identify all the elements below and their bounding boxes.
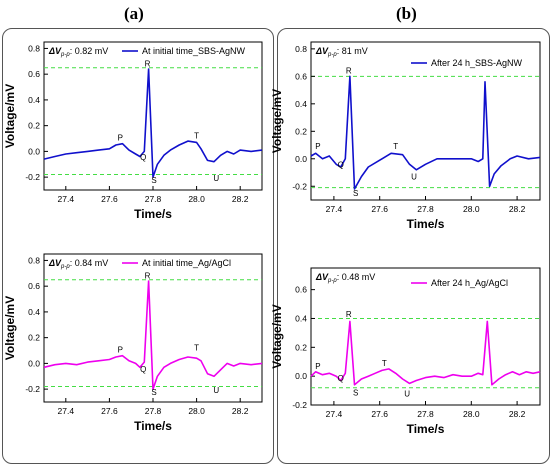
y-tick-label-3-1: 0.0 — [295, 371, 307, 381]
y-axis-label-2: Voltage/mV — [3, 296, 17, 360]
wave-label-p-2: P — [118, 345, 123, 354]
y-tick-label-2-1: 0.0 — [28, 358, 40, 368]
y-tick-label-1-3: 0.4 — [295, 99, 307, 109]
x-axis-label-2: Time/s — [134, 419, 172, 433]
x-tick-label-2-3: 28.0 — [188, 406, 205, 416]
x-tick-label-3-1: 27.6 — [371, 409, 388, 419]
y-tick-label-2-4: 0.6 — [28, 281, 40, 291]
legend-entry-2: At initial time_Ag/AgCl — [142, 258, 231, 268]
wave-label-s-1: S — [353, 189, 358, 198]
y-tick-label-0-1: 0.0 — [28, 146, 40, 156]
y-tick-label-2-3: 0.4 — [28, 307, 40, 317]
series-line-2 — [43, 280, 263, 390]
wave-label-q-1: Q — [338, 161, 344, 170]
y-tick-label-3-0: -0.2 — [292, 400, 307, 410]
vpp-annotation-3: ΔVp-p: 0.48 mV — [315, 272, 375, 284]
y-tick-label-1-2: 0.2 — [295, 126, 307, 136]
y-tick-label-2-0: -0.2 — [25, 384, 40, 394]
group-box-a — [2, 28, 274, 464]
wave-label-r-0: R — [145, 59, 151, 68]
x-tick-label-1-2: 27.8 — [417, 204, 434, 214]
series-line-3 — [310, 320, 541, 386]
vpp-annotation-2: ΔVp-p: 0.84 mV — [48, 258, 108, 270]
legend-entry-1: After 24 h_SBS-AgNW — [431, 58, 523, 68]
x-axis-label-0: Time/s — [134, 207, 172, 221]
wave-label-u-3: U — [404, 389, 410, 398]
y-tick-label-1-1: 0.0 — [295, 154, 307, 164]
wave-label-t-3: T — [382, 359, 387, 368]
x-tick-label-0-4: 28.2 — [232, 194, 249, 204]
y-tick-label-0-2: 0.2 — [28, 121, 40, 131]
y-tick-label-1-4: 0.6 — [295, 71, 307, 81]
x-tick-label-0-2: 27.8 — [145, 194, 162, 204]
x-tick-label-3-3: 28.0 — [463, 409, 480, 419]
y-tick-label-1-0: -0.2 — [292, 181, 307, 191]
x-tick-label-2-0: 27.4 — [58, 406, 75, 416]
x-tick-label-1-1: 27.6 — [371, 204, 388, 214]
y-axis-label-1: Voltage/mV — [270, 89, 284, 153]
y-tick-label-0-3: 0.4 — [28, 95, 40, 105]
x-tick-label-3-4: 28.2 — [509, 409, 526, 419]
x-tick-label-1-4: 28.2 — [509, 204, 526, 214]
x-tick-label-1-0: 27.4 — [326, 204, 343, 214]
y-tick-label-2-2: 0.2 — [28, 333, 40, 343]
y-tick-label-1-5: 0.8 — [295, 44, 307, 54]
legend-entry-0: At initial time_SBS-AgNW — [142, 46, 246, 56]
wave-label-q-0: Q — [140, 153, 146, 162]
y-tick-label-3-4: 0.6 — [295, 285, 307, 295]
wave-label-r-3: R — [346, 310, 352, 319]
x-tick-label-2-4: 28.2 — [232, 406, 249, 416]
x-tick-label-1-3: 28.0 — [463, 204, 480, 214]
vpp-annotation-0: ΔVp-p: 0.82 mV — [48, 46, 108, 58]
wave-label-u-2: U — [213, 386, 219, 395]
wave-label-p-1: P — [315, 142, 320, 151]
x-tick-label-0-0: 27.4 — [58, 194, 75, 204]
wave-label-p-0: P — [118, 133, 123, 142]
y-tick-label-2-5: 0.8 — [28, 255, 40, 265]
wave-label-s-2: S — [151, 388, 156, 397]
wave-label-s-3: S — [353, 389, 358, 398]
wave-label-q-2: Q — [140, 365, 146, 374]
x-tick-label-2-2: 27.8 — [145, 406, 162, 416]
y-tick-label-0-4: 0.6 — [28, 69, 40, 79]
plot-frame-3 — [310, 267, 541, 406]
y-tick-label-0-0: -0.2 — [25, 172, 40, 182]
y-axis-label-3: Voltage/mV — [270, 304, 284, 368]
x-tick-label-2-1: 27.6 — [101, 406, 118, 416]
x-tick-label-3-2: 27.8 — [417, 409, 434, 419]
wave-label-s-0: S — [151, 176, 156, 185]
y-tick-label-3-3: 0.4 — [295, 313, 307, 323]
x-tick-label-0-3: 28.0 — [188, 194, 205, 204]
wave-label-p-3: P — [315, 362, 320, 371]
wave-label-r-2: R — [145, 271, 151, 280]
x-axis-label-1: Time/s — [407, 217, 445, 231]
series-line-0 — [43, 68, 263, 178]
y-tick-label-3-2: 0.2 — [295, 342, 307, 352]
wave-label-r-1: R — [346, 67, 352, 76]
x-tick-label-3-0: 27.4 — [326, 409, 343, 419]
series-line-1 — [310, 75, 541, 190]
y-axis-label-0: Voltage/mV — [3, 84, 17, 148]
wave-label-t-1: T — [393, 142, 398, 151]
x-tick-label-0-1: 27.6 — [101, 194, 118, 204]
wave-label-t-0: T — [194, 132, 199, 141]
wave-label-u-1: U — [411, 172, 417, 181]
wave-label-q-3: Q — [338, 374, 344, 383]
y-tick-label-0-5: 0.8 — [28, 43, 40, 53]
wave-label-u-0: U — [213, 174, 219, 183]
x-axis-label-3: Time/s — [407, 422, 445, 436]
panel-label-a: (a) — [124, 4, 144, 23]
panel-label-b: (b) — [396, 4, 417, 23]
wave-label-t-2: T — [194, 344, 199, 353]
legend-entry-3: After 24 h_Ag/AgCl — [431, 278, 508, 288]
vpp-annotation-1: ΔVp-p: 81 mV — [315, 46, 368, 58]
